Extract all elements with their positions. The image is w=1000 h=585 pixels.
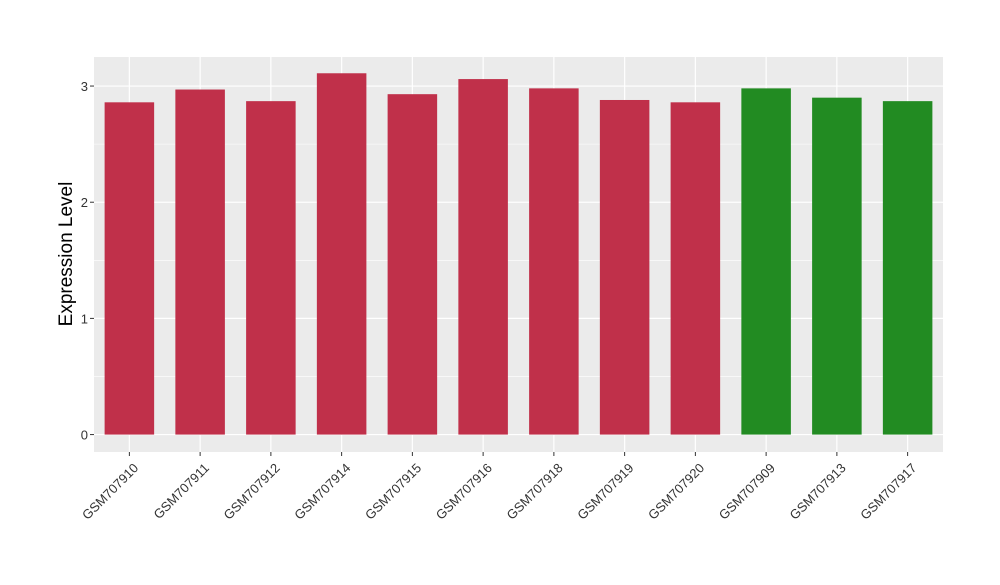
plot-panel xyxy=(94,57,943,452)
x-tick-label: GSM707916 xyxy=(433,460,495,522)
y-axis-label: Expression Level xyxy=(56,182,77,327)
bar xyxy=(316,73,367,435)
bar xyxy=(599,99,650,435)
bar xyxy=(529,88,579,435)
bar xyxy=(882,101,933,435)
bar xyxy=(387,94,438,435)
x-tick-label: GSM707919 xyxy=(574,460,636,522)
x-tick-label: GSM707914 xyxy=(291,460,353,522)
x-tick-label: GSM707912 xyxy=(221,460,283,522)
bar xyxy=(458,79,508,435)
x-tick-label: GSM707909 xyxy=(716,460,778,522)
x-axis: GSM707910 GSM707911 GSM707912 GSM707914 GSM7… xyxy=(79,452,920,523)
x-tick-label: GSM707915 xyxy=(362,460,424,522)
y-tick-label: 3 xyxy=(81,79,88,94)
x-tick-label: GSM707911 xyxy=(150,460,212,522)
y-tick-label: 1 xyxy=(81,311,88,326)
y-tick-label: 0 xyxy=(81,428,88,443)
y-axis: 0 1 2 3 xyxy=(81,79,94,443)
y-tick-label: 2 xyxy=(81,195,88,210)
bar xyxy=(175,89,225,435)
x-tick-label: GSM707910 xyxy=(79,460,141,522)
x-tick-label: GSM707917 xyxy=(857,460,919,522)
x-tick-label: GSM707913 xyxy=(787,460,849,522)
bar xyxy=(104,102,155,435)
bar xyxy=(670,102,721,435)
bars xyxy=(104,73,933,435)
bar xyxy=(741,88,791,435)
x-tick-label: GSM707918 xyxy=(504,460,566,522)
bar xyxy=(246,101,296,435)
bar xyxy=(812,97,862,435)
x-tick-label: GSM707920 xyxy=(645,460,707,522)
